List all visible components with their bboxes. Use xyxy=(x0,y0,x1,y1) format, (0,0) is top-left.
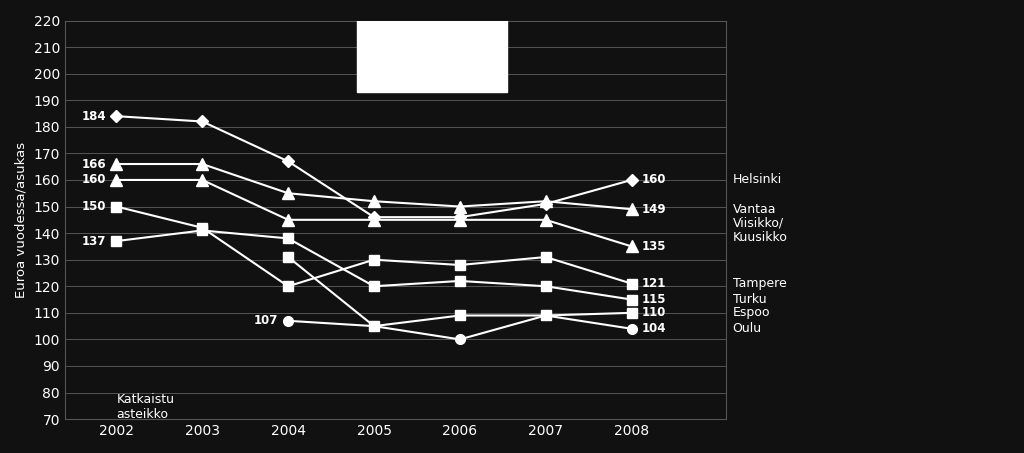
Text: 135: 135 xyxy=(642,240,667,253)
Text: 150: 150 xyxy=(82,200,106,213)
Text: 110: 110 xyxy=(642,306,667,319)
Text: 104: 104 xyxy=(642,322,667,335)
Text: Espoo: Espoo xyxy=(732,306,770,319)
Text: Vantaa: Vantaa xyxy=(732,202,776,216)
Text: 166: 166 xyxy=(82,158,106,170)
Text: 121: 121 xyxy=(642,277,667,290)
Text: Katkaistu
asteikko: Katkaistu asteikko xyxy=(117,393,174,420)
Text: Tampere: Tampere xyxy=(732,277,786,290)
Text: Helsinki: Helsinki xyxy=(732,173,782,187)
Text: Viisikko/
Kuusikko: Viisikko/ Kuusikko xyxy=(732,217,787,245)
Text: 160: 160 xyxy=(82,173,106,187)
Text: 184: 184 xyxy=(82,110,106,123)
Text: Oulu: Oulu xyxy=(732,322,762,335)
Text: Turku: Turku xyxy=(732,293,766,306)
Text: 149: 149 xyxy=(642,202,667,216)
Text: 107: 107 xyxy=(254,314,278,328)
Y-axis label: Euroa vuodessa/asukas: Euroa vuodessa/asukas xyxy=(15,142,28,298)
Bar xyxy=(356,20,507,92)
Text: 160: 160 xyxy=(642,173,667,187)
Text: 137: 137 xyxy=(82,235,106,248)
Text: 115: 115 xyxy=(642,293,667,306)
